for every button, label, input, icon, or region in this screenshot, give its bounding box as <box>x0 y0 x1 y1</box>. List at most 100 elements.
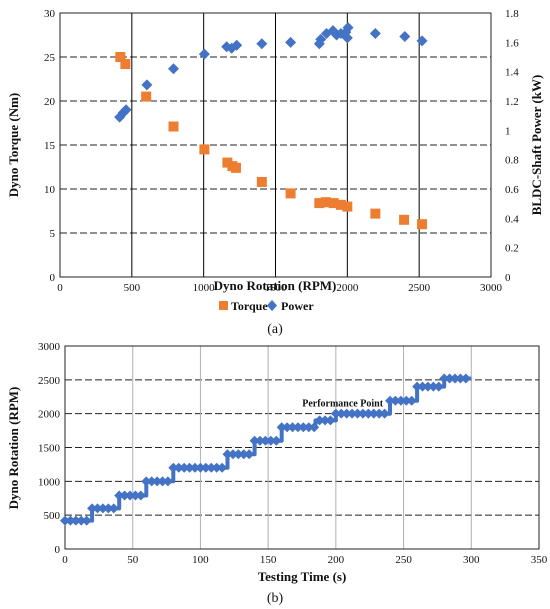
legend-power-marker <box>267 300 277 311</box>
chart-a-x-ticks: 0 500 1000 1500 2000 2500 3000 <box>57 282 502 294</box>
torque-point <box>168 121 179 132</box>
rotation-point <box>211 462 222 473</box>
chart-a-y-ticks: 0 5 10 15 20 25 30 <box>44 8 56 284</box>
rotation-point <box>271 435 282 446</box>
chart-b-y-tick-label: 2000 <box>38 409 61 421</box>
chart-a-y2-tick-label: 1.2 <box>505 96 519 108</box>
rotation-point <box>406 395 417 406</box>
rotation-point <box>363 408 374 419</box>
rotation-point <box>330 408 341 419</box>
power-series <box>114 22 428 123</box>
chart-a-x-tick-label: 500 <box>124 282 141 294</box>
power-point <box>369 28 381 40</box>
power-point <box>231 39 243 51</box>
chart-b-x-tick-label: 0 <box>62 554 68 566</box>
rotation-point <box>92 503 103 514</box>
rotation-point <box>152 476 163 487</box>
rotation-point <box>325 415 336 426</box>
legend-torque-marker <box>219 301 228 310</box>
rotation-point <box>412 381 423 392</box>
rotation-point <box>422 381 433 392</box>
chart-a-y2-tick-label: 1.6 <box>505 37 519 49</box>
power-point <box>341 32 353 44</box>
rotation-point <box>190 462 201 473</box>
torque-point <box>256 176 267 187</box>
power-point <box>141 79 153 91</box>
torque-point <box>199 144 210 155</box>
chart-b-grid <box>65 346 539 549</box>
chart-b-x-tick-label: 150 <box>260 554 277 566</box>
power-point <box>167 63 179 75</box>
torque-point <box>120 59 131 70</box>
power-point <box>315 33 327 45</box>
rotation-point <box>217 462 228 473</box>
chart-b-x-tick-label: 200 <box>328 554 345 566</box>
rotation-point <box>417 381 428 392</box>
chart-b-y-tick-label: 2500 <box>38 375 61 387</box>
rotation-point <box>368 408 379 419</box>
chart-a-y2-axis-label: BLDC-Shaft Power (kW) <box>529 75 544 216</box>
rotation-point <box>357 408 368 419</box>
chart-b-y-tick-label: 3000 <box>38 341 61 353</box>
chart-a-x-tick-label: 1000 <box>193 282 216 294</box>
rotation-point <box>309 422 320 433</box>
legend-power-label: Power <box>281 299 314 313</box>
torque-point <box>141 91 152 102</box>
rotation-point <box>320 415 331 426</box>
torque-point <box>328 198 339 209</box>
performance-point-annotation: Performance Point <box>302 398 383 409</box>
chart-a-y2-tick-label: 0.8 <box>505 155 519 167</box>
rotation-point <box>244 449 255 460</box>
chart-a-y2-tick-label: 0 <box>505 272 511 284</box>
legend-torque-label: Torque <box>231 299 268 313</box>
chart-a-y-tick-label: 15 <box>44 140 56 152</box>
rotation-point <box>103 503 114 514</box>
rotation-point <box>168 462 179 473</box>
torque-point <box>342 201 353 212</box>
torque-point <box>417 219 428 230</box>
rotation-point <box>65 515 76 526</box>
rotation-point <box>249 435 260 446</box>
chart-b-x-tick-label: 100 <box>192 554 209 566</box>
rotation-point <box>76 515 87 526</box>
chart-a-x-tick-label: 2500 <box>408 282 431 294</box>
chart-a-y2-tick-label: 0.6 <box>505 184 519 196</box>
chart-a-y2-tick-label: 1.4 <box>505 67 519 79</box>
rotation-point <box>125 490 136 501</box>
chart-a-y-tick-label: 25 <box>44 52 56 64</box>
rotation-point <box>238 449 249 460</box>
chart-b-x-axis-label: Testing Time (s) <box>258 569 347 584</box>
rotation-point <box>206 462 217 473</box>
chart-a-x-axis-label: Dyno Rotation (RPM) <box>214 278 337 293</box>
rotation-point <box>130 490 141 501</box>
rotation-point <box>162 476 173 487</box>
rotation-point <box>81 515 92 526</box>
rotation-point <box>87 503 98 514</box>
torque-point <box>222 157 233 168</box>
chart-a-y2-tick-label: 1 <box>505 125 511 137</box>
rotation-point <box>114 490 125 501</box>
torque-point <box>230 162 241 173</box>
power-point <box>198 48 210 60</box>
rotation-point <box>385 395 396 406</box>
chart-b-x-tick-label: 50 <box>127 554 139 566</box>
rotation-point <box>314 415 325 426</box>
rotation-point <box>276 422 287 433</box>
chart-b-y-ticks: 0 500 1000 1500 2000 2500 3000 <box>38 341 61 556</box>
rotation-point <box>146 476 157 487</box>
rotation-point <box>222 449 233 460</box>
rotation-point <box>460 373 471 384</box>
rotation-point <box>292 422 303 433</box>
chart-b-x-ticks: 0 50 100 150 200 250 300 350 <box>62 554 548 566</box>
chart-a-x-tick-label: 0 <box>57 282 63 294</box>
rotation-point <box>379 408 390 419</box>
rotation-point <box>260 435 271 446</box>
rotation-point <box>303 422 314 433</box>
chart-a-y-tick-label: 10 <box>44 184 56 196</box>
rotation-point <box>455 373 466 384</box>
rotation-point <box>60 515 70 526</box>
chart-a-y-tick-label: 0 <box>50 272 56 284</box>
rotation-point <box>265 435 276 446</box>
